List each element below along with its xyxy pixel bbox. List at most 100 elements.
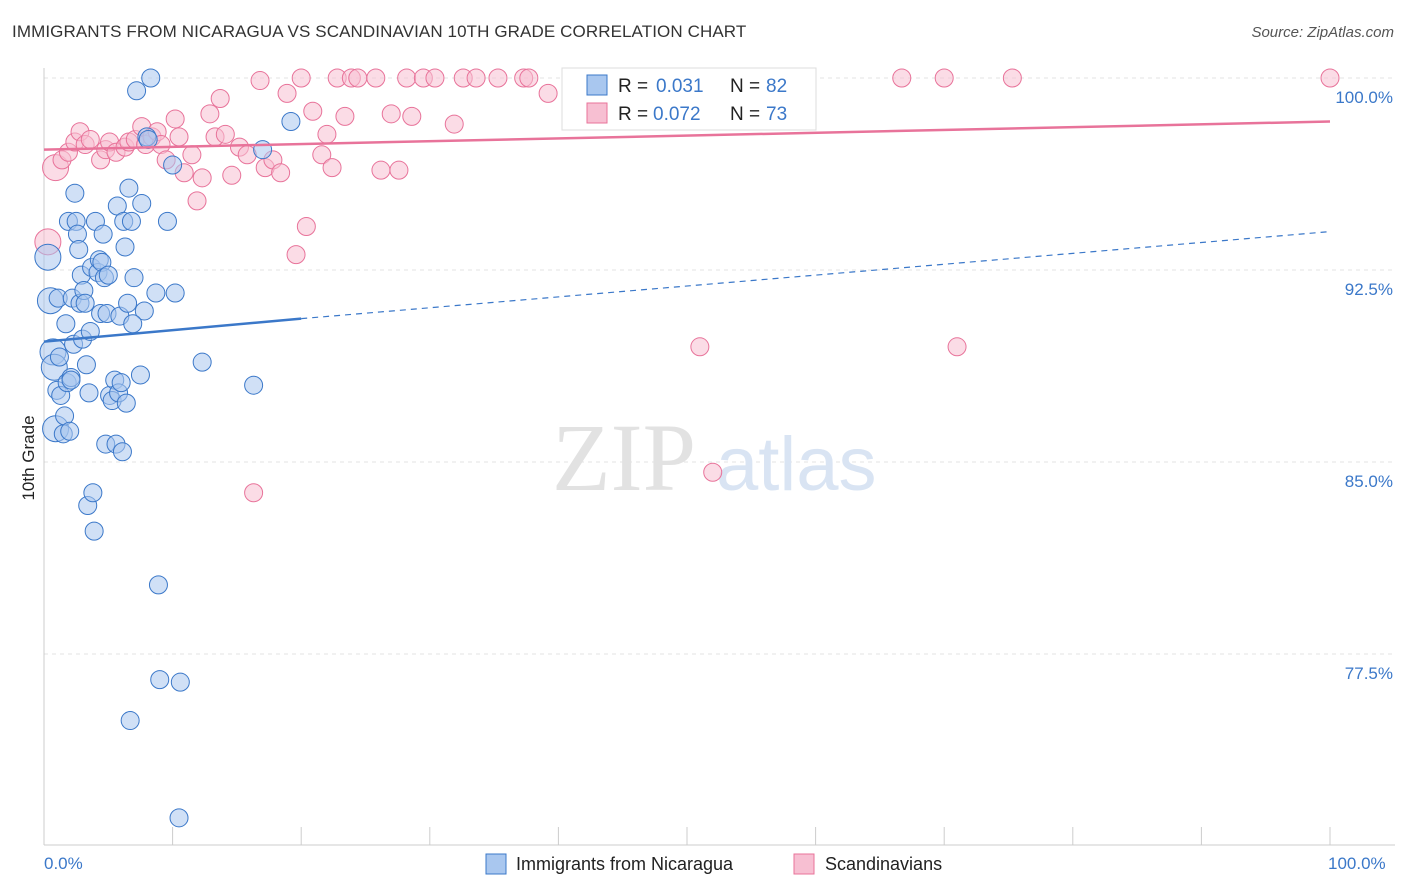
bottom-legend-swatch-pink [793, 853, 815, 875]
legend-box: R = 0.031 N = 82 R = 0.072 N = 73 [561, 67, 817, 131]
legend-n-value-1: 82 [766, 76, 787, 97]
data-point [127, 81, 147, 101]
x-tick-label-min: 0.0% [44, 854, 83, 873]
data-point [169, 808, 189, 828]
data-point [150, 670, 170, 690]
data-point [192, 352, 212, 372]
watermark: ZIP atlas [552, 404, 877, 511]
data-point [425, 68, 445, 88]
data-point [271, 163, 291, 183]
legend-r-value-2: 0.072 [653, 104, 701, 125]
data-point [215, 124, 235, 144]
legend-swatch-blue [586, 74, 608, 96]
data-point [69, 240, 89, 260]
chart-source: Source: ZipAtlas.com [1251, 24, 1394, 41]
data-point [121, 211, 141, 231]
data-point [111, 373, 131, 393]
data-point [192, 168, 212, 188]
data-point [335, 106, 355, 126]
data-point [116, 393, 136, 413]
data-point [146, 283, 166, 303]
y-tick-label: 77.5% [1345, 664, 1393, 683]
axes [43, 68, 1395, 846]
data-point [76, 355, 96, 375]
data-point [303, 101, 323, 121]
data-point [253, 140, 273, 160]
watermark-atlas: atlas [716, 422, 877, 507]
data-point [118, 293, 138, 313]
data-point [250, 71, 270, 91]
legend-r-label-1: R = [618, 76, 648, 97]
legend-n-label-2: N = [730, 104, 760, 125]
x-tick-marks [43, 827, 1331, 845]
data-point [165, 283, 185, 303]
data-point [138, 129, 158, 149]
data-point [61, 370, 81, 390]
data-point [115, 237, 135, 257]
data-point [703, 462, 723, 482]
data-point [381, 104, 401, 124]
data-point [49, 347, 69, 367]
grid-lines [44, 77, 1395, 655]
data-point [170, 672, 190, 692]
data-point [366, 68, 386, 88]
data-point [123, 314, 143, 334]
data-point [132, 193, 152, 213]
data-point [348, 68, 368, 88]
y-tick-label: 85.0% [1345, 472, 1393, 491]
data-point [444, 114, 464, 134]
data-point [93, 224, 113, 244]
data-point [690, 337, 710, 357]
data-point [947, 337, 967, 357]
data-point [165, 109, 185, 129]
data-point [892, 68, 912, 88]
data-point [1320, 68, 1340, 88]
legend-n-value-2: 73 [766, 104, 787, 125]
legend-n-label-1: N = [730, 76, 760, 97]
data-point [182, 145, 202, 165]
data-point [157, 211, 177, 231]
legend-r-label-2: R = [618, 104, 648, 125]
data-point [83, 483, 103, 503]
data-point [277, 83, 297, 103]
data-point [488, 68, 508, 88]
bottom-legend: Immigrants from Nicaragua Scandinavians [485, 853, 942, 875]
series-nicaragua [34, 68, 301, 828]
data-point [291, 68, 311, 88]
data-point [120, 711, 140, 731]
data-point [286, 245, 306, 265]
data-point [244, 483, 264, 503]
data-point [84, 521, 104, 541]
legend-swatch-pink [586, 102, 608, 124]
y-tick-label: 92.5% [1345, 280, 1393, 299]
data-point [169, 127, 189, 147]
legend-r-value-1: 0.031 [656, 76, 704, 97]
data-point [65, 183, 85, 203]
data-point [317, 124, 337, 144]
data-point [80, 129, 100, 149]
data-point [322, 158, 342, 178]
bottom-legend-label-pink: Scandinavians [825, 854, 942, 874]
trend-line-scandinavians [43, 120, 1331, 151]
data-point [187, 191, 207, 211]
trend-line-nicaragua [43, 317, 302, 343]
data-point [466, 68, 486, 88]
chart-title: IMMIGRANTS FROM NICARAGUA VS SCANDINAVIA… [12, 22, 747, 41]
data-point [200, 104, 220, 124]
data-point [371, 160, 391, 180]
data-point [124, 268, 144, 288]
data-point [34, 243, 62, 271]
data-point [934, 68, 954, 88]
watermark-zip: ZIP [552, 404, 696, 511]
data-point [402, 106, 422, 126]
data-point [119, 178, 139, 198]
data-point [148, 575, 168, 595]
data-point [75, 293, 95, 313]
y-tick-label: 100.0% [1335, 88, 1393, 107]
data-point [538, 83, 558, 103]
data-point [130, 365, 150, 385]
data-point [312, 145, 332, 165]
data-point [1002, 68, 1022, 88]
data-point [389, 160, 409, 180]
